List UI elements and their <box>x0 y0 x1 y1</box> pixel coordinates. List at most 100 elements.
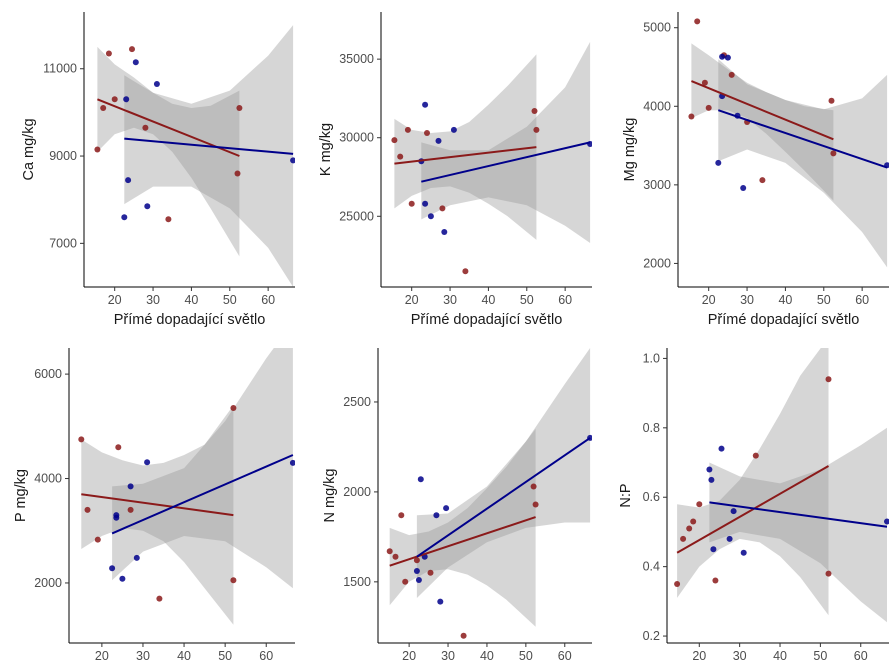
y-tick-label: 4000 <box>34 472 62 486</box>
y-tick-label: 4000 <box>643 99 671 113</box>
x-tick-label: 20 <box>108 293 122 307</box>
data-point-red <box>424 130 430 136</box>
data-point-blue <box>443 505 450 512</box>
y-tick-label: 2000 <box>34 576 62 590</box>
x-tick-label: 60 <box>261 293 275 307</box>
data-point-red <box>830 150 837 157</box>
data-point-red <box>230 577 237 584</box>
data-point-blue <box>740 185 747 191</box>
data-point-red <box>680 535 687 542</box>
x-tick-label: 30 <box>441 649 455 663</box>
regression-line-blue <box>709 501 888 528</box>
data-point-blue <box>144 459 151 466</box>
data-point-red <box>688 113 695 120</box>
y-tick-label: 1500 <box>343 575 371 589</box>
x-tick-label: 40 <box>184 293 198 307</box>
data-point-blue <box>435 137 442 144</box>
data-point-red <box>533 126 540 133</box>
data-point-red <box>397 153 404 160</box>
confidence-band-red <box>691 43 834 201</box>
data-point-blue <box>417 476 424 483</box>
data-point-blue <box>127 483 134 490</box>
y-tick-label: 1.0 <box>643 351 660 365</box>
data-point-red <box>115 444 122 451</box>
x-tick-label: 50 <box>520 293 534 307</box>
regression-line-red <box>81 493 234 517</box>
confidence-band-blue <box>421 41 591 244</box>
y-tick-label: 0.6 <box>643 490 660 504</box>
y-tick-label: 0.8 <box>643 421 660 435</box>
data-point-red <box>100 105 107 111</box>
data-point-red <box>752 452 759 459</box>
data-point-blue <box>132 59 139 66</box>
data-point-blue <box>422 101 429 108</box>
plot-area <box>391 41 592 275</box>
data-point-red <box>462 268 469 275</box>
data-point-red <box>94 146 101 153</box>
data-point-blue <box>710 546 717 553</box>
data-point-blue <box>730 508 737 515</box>
data-point-red <box>674 581 681 587</box>
data-point-blue <box>433 512 440 519</box>
x-tick-label: 50 <box>218 649 232 663</box>
x-tick-label: 50 <box>813 649 827 663</box>
data-point-red <box>105 50 112 57</box>
data-point-red <box>94 536 101 543</box>
panel-3: 20 30 40 50 60 2000 3000 4000 5000 Přímé dopadají… <box>622 12 889 328</box>
confidence-band-red <box>389 428 536 627</box>
data-point-blue <box>708 476 715 483</box>
confidence-band-blue <box>124 25 294 287</box>
data-point-blue <box>109 565 116 572</box>
y-axis-title: P mg/kg <box>13 469 29 522</box>
x-tick-label: 30 <box>136 649 150 663</box>
data-point-blue <box>715 159 722 166</box>
y-axis-title: Ca mg/kg <box>21 118 37 180</box>
x-axis-title: Přímé dopadající světlo <box>114 312 266 328</box>
data-point-red <box>84 506 91 513</box>
x-tick-label: 50 <box>817 293 831 307</box>
data-point-blue <box>437 598 444 605</box>
data-point-blue <box>706 466 713 473</box>
data-point-blue <box>422 200 429 207</box>
x-tick-label: 60 <box>259 649 273 663</box>
data-point-blue <box>123 96 130 103</box>
regression-line-red <box>676 465 829 554</box>
data-point-blue <box>884 518 889 525</box>
data-point-red <box>129 46 135 53</box>
panel-5: 2030405060150020002500Přímé dopadající s… <box>322 348 592 663</box>
data-point-blue <box>740 549 747 556</box>
x-tick-label: 60 <box>558 293 572 307</box>
data-point-red <box>408 200 415 207</box>
x-axis-title: Přímé dopadající světlo <box>411 312 563 328</box>
data-point-blue <box>719 53 726 60</box>
confidence-band-blue <box>112 348 293 589</box>
data-point-red <box>230 405 237 411</box>
regression-line-blue <box>416 437 591 558</box>
x-tick-label: 40 <box>481 293 495 307</box>
y-tick-label: 35000 <box>339 52 374 66</box>
data-point-red <box>234 170 241 177</box>
plot-area <box>674 348 889 623</box>
x-tick-label: 50 <box>519 649 533 663</box>
data-point-red <box>127 506 134 513</box>
plot-area <box>78 348 295 625</box>
panel-2: 20 30 40 50 60 25000 30000 35000 Přímé dopadajíc… <box>318 12 592 328</box>
data-point-blue <box>415 577 422 583</box>
panel-4: 2030405060200040006000Přímé dopadající s… <box>13 348 295 663</box>
regression-line-blue <box>124 137 294 155</box>
y-tick-label: 6000 <box>34 367 62 381</box>
y-tick-label: 2500 <box>343 395 371 409</box>
data-point-red <box>156 595 163 602</box>
x-tick-label: 30 <box>740 293 754 307</box>
regression-line-red <box>394 146 537 165</box>
y-tick-label: 11000 <box>43 62 77 76</box>
x-tick-label: 40 <box>773 649 787 663</box>
y-tick-label: 5000 <box>643 21 671 35</box>
plot-area <box>386 348 592 639</box>
y-tick-label: 25000 <box>339 209 374 223</box>
data-point-blue <box>144 203 151 210</box>
data-point-red <box>696 501 703 508</box>
x-tick-label: 60 <box>854 649 868 663</box>
y-tick-label: 9000 <box>49 149 77 163</box>
